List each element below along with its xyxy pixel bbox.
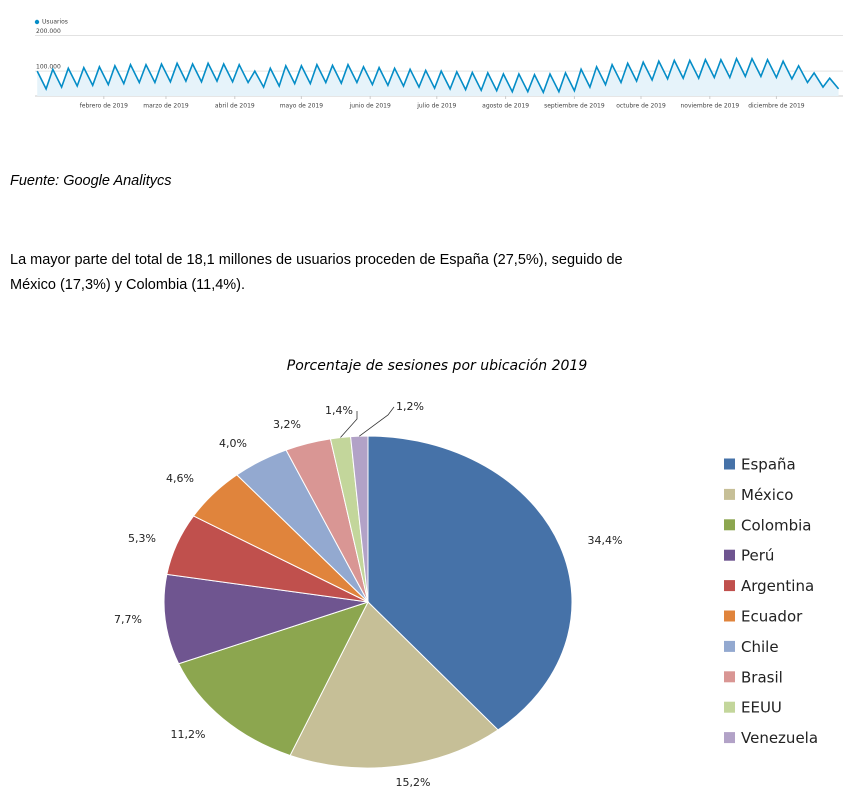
legend-swatch	[724, 640, 735, 652]
x-tick-label: febrero de 2019	[80, 103, 128, 110]
legend-swatch	[724, 610, 735, 622]
x-tick-label: octubre de 2019	[616, 103, 666, 110]
paragraph-line: La mayor parte del total de 18,1 millone…	[10, 252, 623, 268]
legend-swatch	[724, 671, 735, 683]
caption: Fuente: Google Analitycs	[10, 173, 171, 189]
y-tick-label: 200.000	[36, 28, 61, 35]
pie-slice	[289, 601, 499, 769]
data-label: 1,2%	[396, 400, 424, 413]
x-tick-label: julio de 2019	[416, 103, 456, 110]
legend-swatch	[724, 549, 735, 561]
area	[37, 58, 839, 96]
x-tick-label: diciembre de 2019	[748, 103, 805, 110]
chart-title: Porcentaje de sesiones por ubicación 201…	[287, 358, 588, 374]
line	[36, 56, 840, 95]
legend-label: Perú	[741, 547, 774, 565]
data-label: 11,2%	[171, 728, 206, 741]
y-tick-label: 100.000	[36, 64, 61, 71]
paragraph-line: México (17,3%) y Colombia (11,4%).	[10, 277, 245, 293]
legend-label: México	[741, 486, 793, 504]
x-tick-label: agosto de 2019	[482, 103, 529, 110]
legend-label: España	[741, 456, 796, 474]
x-tick-label: abril de 2019	[215, 103, 255, 110]
legend-label: Argentina	[741, 577, 814, 595]
pie-slice	[163, 573, 369, 665]
data-label: 7,7%	[114, 613, 142, 626]
data-label: 5,3%	[128, 532, 156, 545]
x-tick-label: mayo de 2019	[280, 103, 324, 110]
legend-marker	[34, 19, 40, 25]
legend-label: Chile	[741, 638, 779, 656]
data-label: 15,2%	[396, 776, 431, 789]
legend-swatch	[724, 732, 735, 744]
legend-label: Brasil	[741, 668, 783, 686]
legend-label: Usuarios	[42, 19, 68, 26]
pie-slice	[367, 435, 573, 731]
data-label: 4,6%	[166, 472, 194, 485]
data-label: 4,0%	[219, 437, 247, 450]
data-label: 3,2%	[273, 418, 301, 431]
data-label: 1,4%	[325, 404, 353, 417]
legend-swatch	[724, 458, 735, 470]
pie-slice	[177, 601, 369, 757]
leader-line	[340, 411, 358, 438]
legend-label: Colombia	[741, 516, 812, 534]
legend-swatch	[724, 701, 735, 713]
x-tick-label: junio de 2019	[349, 103, 391, 110]
x-tick-label: septiembre de 2019	[544, 103, 605, 110]
legend-label: Venezuela	[741, 729, 818, 747]
legend-swatch	[724, 519, 735, 531]
legend-swatch	[724, 580, 735, 592]
legend-label: EEUU	[741, 699, 782, 717]
x-tick-label: marzo de 2019	[143, 103, 189, 110]
pie-slice	[350, 435, 369, 603]
leader-line	[359, 406, 395, 437]
x-tick-label: noviembre de 2019	[680, 103, 739, 110]
legend-swatch	[724, 488, 735, 500]
legend-label: Ecuador	[741, 608, 803, 626]
data-label: 34,4%	[588, 534, 623, 547]
